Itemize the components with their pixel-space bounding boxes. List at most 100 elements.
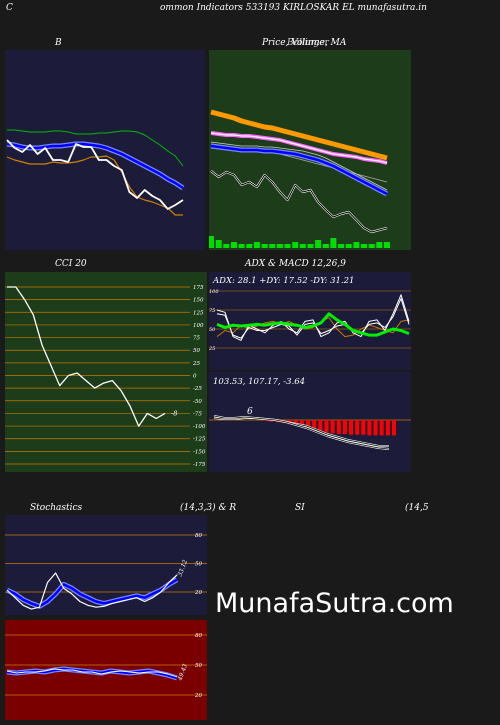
- cci-tick-8: -25: [193, 386, 202, 392]
- volume-bar-18: [345, 244, 352, 248]
- adx-white-line-2: [216, 298, 410, 339]
- macd-hist-22: [349, 420, 353, 435]
- rsi-tick-0: 80: [195, 633, 202, 639]
- adx-title: ADX & MACD 12,26,9: [245, 259, 346, 269]
- cci-tick-6: 25: [192, 361, 200, 367]
- bollinger-title: B: [55, 38, 62, 48]
- cci-tick-11: -100: [193, 424, 206, 430]
- volume-bar-1: [215, 240, 222, 248]
- stoch-tick-2: 20: [194, 590, 202, 596]
- macd-hist-28: [385, 420, 390, 436]
- rsi-title: SI: [295, 503, 305, 513]
- macd-hist-9: [269, 420, 274, 422]
- bollinger-upper-band: [7, 129, 184, 167]
- bollinger-middle-band: [6, 142, 184, 190]
- volume-bar-3: [231, 242, 237, 248]
- volume-bar-6: [253, 242, 260, 248]
- macd-hist-23: [355, 420, 360, 435]
- cci-tick-2: 125: [193, 310, 204, 316]
- bollinger-price-line: [6, 139, 184, 210]
- macd-hist-16: [312, 420, 317, 430]
- header-left-char: C: [6, 3, 13, 13]
- macd-hist-18: [324, 420, 329, 433]
- cci-last-label: -8: [171, 409, 177, 417]
- cci-tick-12: -125: [193, 437, 206, 443]
- volume-bar-23: [384, 242, 390, 248]
- cci-tick-9: -50: [193, 399, 202, 405]
- volume-bar-0: [209, 236, 214, 248]
- adx-tick-2: 50: [209, 327, 216, 333]
- volume-bar-20: [361, 244, 367, 248]
- volume-bar-7: [261, 244, 268, 248]
- price-ma-pink: [210, 132, 388, 164]
- cci-title: CCI 20: [55, 259, 87, 269]
- volume-bar-21: [368, 244, 375, 248]
- page-title: ommon Indicators 533193 KIRLOSKAR EL mun…: [160, 3, 427, 13]
- macd-hist-17: [318, 420, 323, 432]
- volume-bar-12: [299, 244, 306, 248]
- macd-hist-26: [373, 420, 378, 436]
- cci-line: [7, 286, 166, 427]
- macd-line: [213, 415, 390, 450]
- volume-bar-8: [269, 244, 276, 248]
- adx-tick-3: 25: [209, 346, 215, 352]
- rsi-params: (14,5: [405, 503, 429, 513]
- price-ma-grey-2: [210, 141, 388, 191]
- volume-bar-17: [338, 244, 345, 248]
- adx-tick-0: 100: [209, 289, 219, 295]
- macd-hist-29: [392, 420, 396, 436]
- adx-tick-1: 75: [209, 308, 215, 314]
- volume-bar-22: [376, 242, 383, 248]
- macd-hist-14: [299, 420, 304, 427]
- price-title: Price, Volume, MA: [262, 38, 347, 48]
- macd-chart: 103.53, 107.17, -3.64 6: [209, 372, 411, 472]
- volume-bar-5: [246, 244, 253, 248]
- adx-green-line: [216, 312, 410, 337]
- stoch-title: Stochastics: [30, 503, 83, 513]
- bollinger-chart: [5, 50, 205, 250]
- stoch-tick-0: 80: [195, 533, 202, 539]
- stoch-d-line: [6, 578, 178, 608]
- cci-tick-5: 50: [193, 348, 200, 354]
- volume-bar-10: [284, 244, 291, 248]
- cci-tick-10: -75: [193, 411, 202, 417]
- price-title-overlap: Bollinger: [287, 38, 329, 48]
- adx-readout: ADX: 28.1 +DY: 17.52 -DY: 31.21: [212, 276, 354, 286]
- price-close-line: [210, 170, 388, 233]
- volume-bar-13: [307, 244, 314, 248]
- watermark: MunafaSutra.com: [215, 588, 454, 619]
- volume-bar-2: [223, 244, 230, 248]
- rsi-tick-1: 50: [195, 663, 202, 669]
- volume-bar-19: [353, 242, 360, 248]
- macd-hist-20: [336, 420, 341, 434]
- macd-hist-8: [263, 420, 268, 421]
- volume-bar-16: [330, 238, 337, 248]
- cci-tick-4: 75: [193, 336, 200, 342]
- stoch-params: (14,3,3) & R: [180, 503, 237, 513]
- cci-tick-0: 175: [193, 285, 204, 291]
- macd-hist-25: [367, 420, 372, 436]
- macd-readout: 103.53, 107.17, -3.64: [213, 377, 305, 387]
- macd-hist-19: [330, 420, 335, 434]
- price-chart: [209, 50, 411, 250]
- macd-hist-27: [379, 420, 384, 436]
- volume-bar-4: [238, 244, 245, 248]
- cci-tick-3: 100: [193, 323, 204, 329]
- rsi-tick-2: 20: [194, 693, 202, 699]
- cci-tick-14: -175: [193, 462, 206, 468]
- adx-chart: 100 75 50 25 ADX: 28.1 +DY: 17.52 -DY: 31.21: [209, 272, 411, 370]
- macd-hist-24: [361, 420, 366, 435]
- cci-tick-13: -150: [193, 449, 206, 455]
- cci-tick-7: 0: [193, 374, 197, 380]
- volume-bar-15: [322, 244, 329, 248]
- macd-hist-13: [293, 420, 298, 426]
- stoch-k-line: [6, 572, 178, 610]
- stoch-tick-1: 50: [195, 562, 202, 568]
- macd-hist-21: [342, 420, 347, 434]
- price-ma-blue: [210, 144, 388, 196]
- cci-chart: 175 150 125 100 75 50 25 0 -25 -50 -75 -100 -125 -150…: [5, 272, 207, 472]
- macd-hist-15: [306, 420, 311, 429]
- volume-bar-9: [276, 244, 283, 248]
